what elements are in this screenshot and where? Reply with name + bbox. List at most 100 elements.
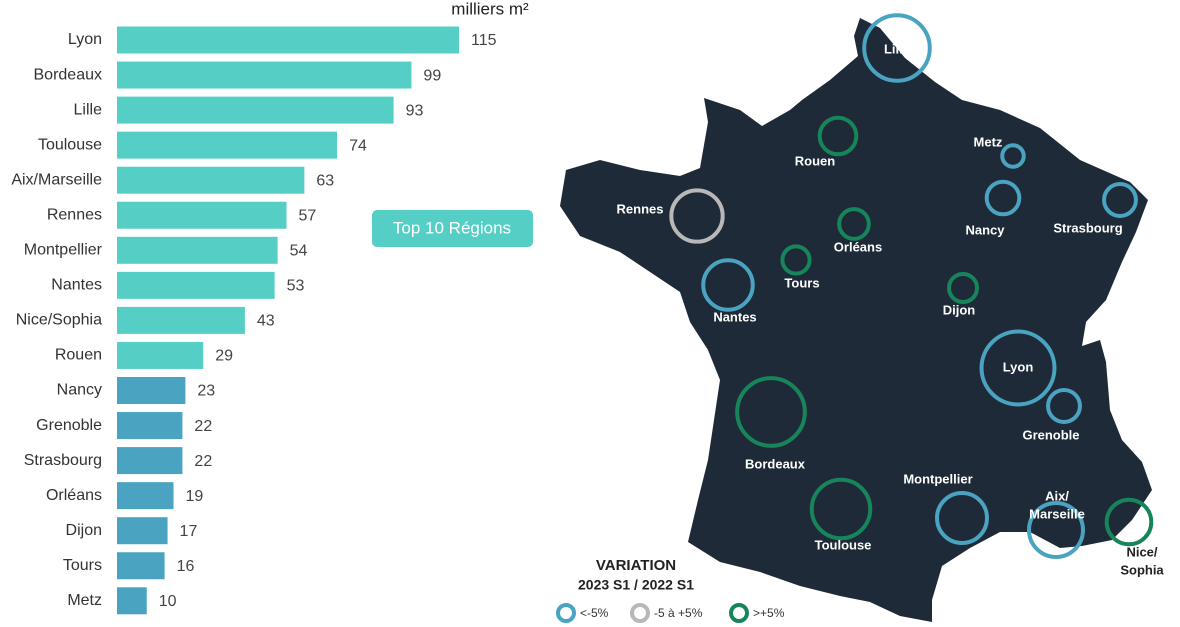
value-label: 57 [299,207,317,224]
bar [117,306,245,334]
city-label: Tours [784,275,819,290]
legend-title: VARIATION [596,557,676,574]
legend-swatch [729,603,749,623]
city-label: Nantes [713,309,756,324]
value-label: 22 [194,418,212,435]
value-label: 10 [159,593,177,610]
category-label: Aix/Marseille [11,171,102,188]
bar [117,377,186,404]
city-label: Dijon [943,302,976,317]
legend-swatch [556,603,576,623]
value-label: 43 [257,313,275,330]
category-label: Bordeaux [34,66,103,83]
legend-swatch [630,603,650,623]
city-label: Aix/ [1045,488,1069,503]
city-circle [946,271,980,305]
category-label: Grenoble [36,417,102,434]
category-label: Tours [63,557,102,574]
city-circle [1000,143,1026,169]
category-label: Rouen [55,347,102,364]
category-label: Dijon [66,522,102,539]
city-circle [1104,497,1154,547]
bar [117,271,275,299]
city-circle [1102,182,1138,218]
value-label: 63 [316,172,334,189]
value-label: 93 [406,102,424,119]
legend-label: >+5% [753,606,785,620]
bar [117,587,147,615]
city-circle [837,207,871,241]
legend-label: <-5% [580,606,609,620]
city-label: Montpellier [903,471,972,486]
city-circle [809,477,873,541]
bar [117,61,412,89]
bar [117,201,287,229]
city-circle [1027,501,1085,559]
city-circle [984,179,1022,217]
category-label: Strasbourg [24,452,102,469]
bar [117,26,460,54]
category-label: Metz [67,592,102,609]
city-label: Rennes [617,201,664,216]
category-label: Orléans [46,487,102,504]
category-label: Montpellier [24,242,103,259]
city-label: Strasbourg [1053,220,1122,235]
bar [117,236,278,264]
unit-label: milliers m² [451,0,529,18]
value-label: 16 [177,558,195,575]
value-label: 99 [423,67,441,84]
city-circle [862,13,932,83]
legend-label: -5 à +5% [654,606,703,620]
city-label: Grenoble [1022,427,1079,442]
value-label: 19 [186,488,204,505]
category-label: Rennes [47,206,102,223]
city-label: Marseille [1029,506,1085,521]
city-circle [935,491,989,545]
bar [117,447,183,475]
value-label: 53 [287,278,305,295]
category-label: Lille [74,101,103,118]
value-label: 74 [349,137,367,154]
bar [117,96,394,124]
city-label: Toulouse [815,537,872,552]
value-label: 22 [194,453,212,470]
city-label: Orléans [834,239,882,254]
city-label: Nancy [965,222,1005,237]
badge-text: Top 10 Régions [393,218,511,237]
city-circle [701,258,755,312]
bar [117,412,183,440]
value-label: 115 [471,32,497,49]
value-label: 54 [290,243,308,260]
category-label: Nice/Sophia [16,312,102,329]
city-label: Rouen [795,153,836,168]
bar [117,482,174,510]
category-label: Nantes [51,277,102,294]
city-circle [780,244,812,276]
city-label: Lille [884,41,910,56]
city-circle [1046,388,1082,424]
city-circle [817,115,859,157]
value-label: 29 [215,348,233,365]
city-circle [669,188,725,244]
bar [117,166,305,194]
bar [117,341,204,369]
city-label: Metz [974,134,1003,149]
city-circle [735,376,807,448]
category-label: Lyon [68,31,102,48]
bar [117,552,165,580]
category-label: Toulouse [38,136,102,153]
category-label: Nancy [57,382,102,399]
city-label: Lyon [1003,359,1034,374]
value-label: 17 [180,523,198,540]
city-label: Sophia [1120,562,1164,577]
city-circle [979,329,1057,407]
value-label: 23 [197,383,215,400]
badge [372,210,533,247]
bar [117,131,338,159]
france-map [560,18,1152,622]
legend-subtitle: 2023 S1 / 2022 S1 [578,577,694,593]
city-label: Bordeaux [745,456,806,471]
bar [117,517,168,545]
city-label: Nice/ [1126,544,1157,559]
